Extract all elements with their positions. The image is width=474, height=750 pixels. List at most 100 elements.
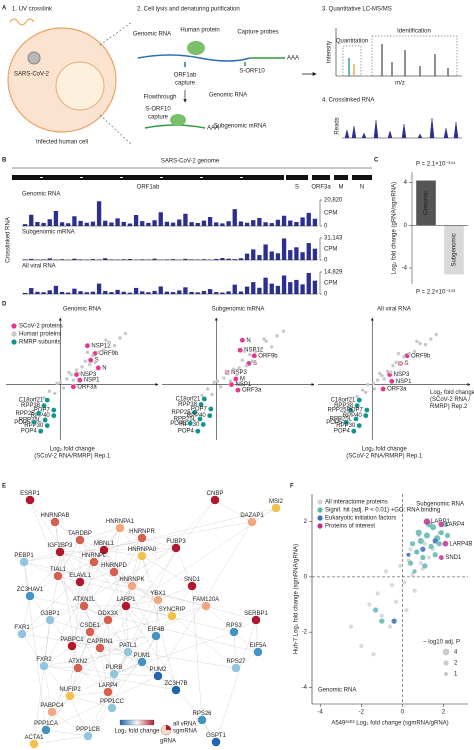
panel-letter: C bbox=[374, 158, 379, 164]
node-label: G3BP1 bbox=[40, 611, 60, 617]
node-label: PPP1CB bbox=[76, 727, 100, 733]
point bbox=[69, 372, 73, 377]
y-tick-label: 0 bbox=[324, 224, 328, 230]
gene-label: M bbox=[339, 185, 344, 191]
size-legend-title: – log10 adj. P bbox=[423, 640, 460, 646]
bar bbox=[189, 259, 194, 260]
bar bbox=[146, 292, 151, 294]
diagram-label: capture bbox=[148, 115, 169, 121]
node-label: PATL1 bbox=[119, 643, 137, 649]
bar bbox=[133, 287, 139, 294]
network-edge bbox=[45, 675, 159, 731]
point-label: RPP40 bbox=[31, 413, 51, 419]
bar bbox=[238, 221, 244, 226]
step-title: 1. UV crosslink bbox=[12, 7, 53, 13]
point-label: RPP25 bbox=[172, 410, 192, 416]
point bbox=[80, 365, 84, 369]
bar bbox=[288, 250, 293, 260]
bar-label: Genomic bbox=[424, 191, 430, 215]
id-box bbox=[371, 35, 458, 77]
bar bbox=[41, 222, 46, 226]
point-label: RPP30 bbox=[336, 423, 356, 429]
node-label: PABPC1 bbox=[60, 637, 84, 643]
network-node bbox=[247, 517, 257, 527]
bar bbox=[220, 292, 225, 294]
network-edge bbox=[99, 647, 109, 693]
point bbox=[442, 540, 449, 547]
bar bbox=[121, 259, 126, 260]
bar bbox=[121, 291, 126, 294]
point bbox=[35, 410, 42, 417]
point bbox=[375, 591, 380, 596]
ms-peaks bbox=[348, 44, 449, 76]
diagram-label: Identification bbox=[397, 29, 431, 35]
legend-label: all vRNA bbox=[173, 722, 196, 728]
point-label: ORF9b bbox=[411, 353, 431, 359]
legend-label: SCoV-2 proteins bbox=[19, 324, 63, 330]
node-label: HNRNPD bbox=[101, 563, 127, 569]
network-node bbox=[271, 503, 281, 513]
y-tick-label: 14,829 bbox=[324, 270, 343, 276]
network-node bbox=[123, 647, 133, 657]
network-edge bbox=[233, 631, 237, 669]
point-label: C18orf21 bbox=[176, 397, 201, 403]
point-label: ORF3a bbox=[242, 388, 262, 394]
bar bbox=[269, 251, 274, 260]
point-label: NSP1 bbox=[396, 379, 412, 385]
point-label: N bbox=[246, 338, 250, 344]
point bbox=[378, 371, 382, 376]
network-edge bbox=[71, 635, 157, 647]
bar bbox=[127, 223, 133, 226]
bar bbox=[226, 258, 231, 260]
network-node bbox=[75, 577, 85, 587]
bar bbox=[288, 282, 293, 294]
point bbox=[389, 378, 395, 385]
point bbox=[70, 383, 77, 390]
node-label: PURB bbox=[106, 665, 123, 671]
point-label: N bbox=[102, 365, 106, 371]
network-edge bbox=[157, 521, 253, 677]
gene-orf3a bbox=[312, 175, 330, 180]
bar bbox=[189, 222, 194, 226]
point bbox=[231, 367, 236, 371]
rna-strand bbox=[137, 54, 251, 62]
point bbox=[31, 419, 38, 426]
point bbox=[226, 371, 230, 376]
point-label: POP4 bbox=[21, 429, 38, 435]
gene-s bbox=[286, 175, 308, 180]
network-edge bbox=[131, 555, 143, 587]
bar bbox=[177, 219, 182, 226]
network-edge bbox=[93, 527, 121, 563]
network-edge bbox=[103, 537, 143, 551]
point bbox=[118, 336, 122, 340]
network-edge bbox=[89, 631, 129, 653]
network-edge bbox=[141, 537, 177, 549]
x-axis-label: (SCoV-2 RNA/RMRP) Rep.1 bbox=[346, 454, 423, 460]
network-node bbox=[127, 581, 137, 591]
panel-a-graphics bbox=[7, 18, 462, 146]
network-edge bbox=[87, 635, 157, 737]
network-node bbox=[95, 643, 105, 653]
point-label: SND1 bbox=[445, 555, 462, 561]
bar bbox=[183, 258, 188, 260]
network-edge bbox=[59, 551, 115, 675]
bar bbox=[244, 253, 250, 260]
bar bbox=[127, 259, 133, 260]
point bbox=[84, 342, 91, 349]
point bbox=[379, 618, 385, 624]
network-node bbox=[41, 725, 51, 735]
node-label: PPP1CC bbox=[100, 699, 125, 705]
network-edge bbox=[155, 635, 159, 677]
network-node bbox=[53, 571, 63, 581]
point bbox=[58, 380, 62, 385]
point-label: POP4 bbox=[334, 429, 351, 435]
point bbox=[387, 624, 393, 629]
bar bbox=[152, 290, 157, 294]
network-edge bbox=[79, 527, 121, 541]
diagram-label: Capture probes bbox=[237, 30, 278, 36]
point bbox=[434, 332, 439, 337]
bar bbox=[306, 243, 311, 260]
gene-orf1ab bbox=[12, 175, 284, 180]
point bbox=[264, 339, 268, 343]
node-label: EIF4B bbox=[148, 627, 165, 633]
